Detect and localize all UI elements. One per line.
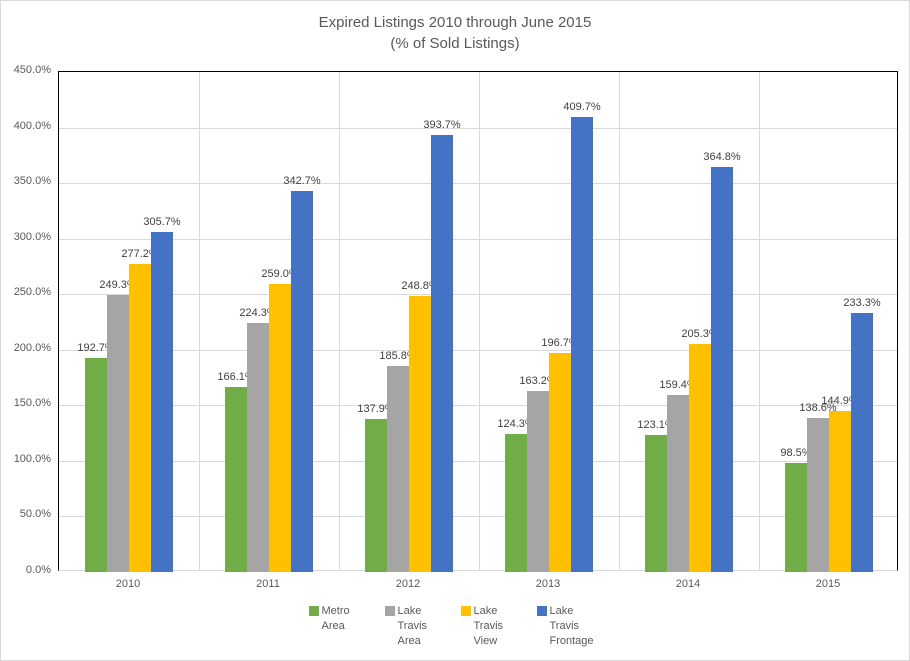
data-label-lake-travis-frontage-2011: 342.7% xyxy=(283,175,321,188)
data-label-metro-area-2015: 98.5% xyxy=(780,446,812,459)
data-label-metro-area-2012: 137.9% xyxy=(357,402,395,415)
data-label-lake-travis-area-2013: 163.2% xyxy=(519,374,557,387)
legend-swatch-lake-travis-frontage xyxy=(536,606,547,616)
data-label-metro-area-2014: 123.1% xyxy=(637,419,675,432)
legend-item-lake-travis-area[interactable]: Lake Travis Area xyxy=(384,604,450,649)
data-label-lake-travis-view-2010: 277.2% xyxy=(121,248,159,260)
bar-lake-travis-frontage-2015[interactable] xyxy=(851,312,873,572)
bar-lake-travis-frontage-2014[interactable] xyxy=(711,166,733,572)
bar-lake-travis-view-2011[interactable] xyxy=(269,284,291,572)
bar-metro-area-2010[interactable] xyxy=(85,357,107,572)
gridline-vertical xyxy=(339,72,340,570)
gridline-horizontal xyxy=(59,461,897,462)
data-label-lake-travis-area-2011: 224.3% xyxy=(239,306,277,319)
x-axis-category-label: 2012 xyxy=(395,578,421,590)
data-label-lake-travis-frontage-2015: 233.3% xyxy=(843,296,881,309)
data-label-lake-travis-view-2013: 196.7% xyxy=(541,337,579,350)
x-axis-category-label: 2015 xyxy=(815,578,841,590)
data-label-lake-travis-view-2015: 144.9% xyxy=(821,395,859,407)
gridline-horizontal xyxy=(59,516,897,517)
y-axis-tick-label: 50.0% xyxy=(19,508,51,521)
bar-lake-travis-frontage-2010[interactable] xyxy=(151,232,173,572)
chart-title: Expired Listings 2010 through June 2015 … xyxy=(1,12,909,54)
bar-lake-travis-frontage-2013[interactable] xyxy=(571,116,593,572)
legend-label: Lake Travis View xyxy=(473,605,504,647)
legend-label: Metro Area xyxy=(321,605,350,632)
data-label-lake-travis-area-2012: 185.8% xyxy=(379,349,417,362)
gridline-horizontal xyxy=(59,239,897,240)
x-axis-category-label: 2014 xyxy=(675,578,701,590)
y-axis-tick-label: 200.0% xyxy=(13,341,51,354)
bar-lake-travis-area-2015[interactable] xyxy=(807,418,829,572)
y-axis-tick-label: 0.0% xyxy=(25,564,51,576)
data-label-metro-area-2011: 166.1% xyxy=(217,371,255,384)
y-axis-tick-label: 250.0% xyxy=(13,286,51,299)
gridline-horizontal xyxy=(59,294,897,295)
bar-lake-travis-view-2012[interactable] xyxy=(409,295,431,572)
bar-lake-travis-frontage-2011[interactable] xyxy=(291,191,313,572)
x-axis: 2010 2011 2012 2013 2014 2015 xyxy=(58,578,898,590)
legend-swatch-metro-area xyxy=(308,606,319,616)
y-axis-tick-label: 350.0% xyxy=(13,175,51,188)
gridline-vertical xyxy=(199,72,200,570)
data-label-lake-travis-view-2011: 259.0% xyxy=(261,268,299,281)
bar-lake-travis-view-2010[interactable] xyxy=(129,264,151,572)
x-axis-category-label: 2011 xyxy=(256,578,280,590)
legend-swatch-lake-travis-area xyxy=(384,606,395,616)
gridline-horizontal xyxy=(59,183,897,184)
gridline-vertical xyxy=(759,72,760,570)
data-label-lake-travis-view-2012: 248.8% xyxy=(401,279,439,292)
gridline-vertical xyxy=(619,72,620,570)
x-axis-category-label: 2010 xyxy=(115,578,141,590)
bar-lake-travis-area-2010[interactable] xyxy=(107,295,129,572)
legend-item-lake-travis-frontage[interactable]: Lake Travis Frontage xyxy=(536,604,602,649)
bar-metro-area-2012[interactable] xyxy=(365,418,387,572)
bar-metro-area-2013[interactable] xyxy=(505,433,527,572)
data-label-metro-area-2010: 192.7% xyxy=(77,341,115,354)
data-label-lake-travis-area-2014: 159.4% xyxy=(659,378,697,391)
y-axis-tick-label: 100.0% xyxy=(13,452,51,465)
bar-lake-travis-area-2014[interactable] xyxy=(667,394,689,572)
bar-metro-area-2015[interactable] xyxy=(785,462,807,572)
gridline-horizontal xyxy=(59,350,897,351)
legend-swatch-lake-travis-view xyxy=(460,606,471,616)
bar-lake-travis-view-2014[interactable] xyxy=(689,343,711,572)
data-label-lake-travis-frontage-2012: 393.7% xyxy=(423,118,461,131)
data-label-lake-travis-area-2015: 138.6% xyxy=(799,402,837,414)
plot-area: 192.7% 249.3% 277.2% 305.7% 166.1% 224.3% 259.… xyxy=(58,71,898,572)
gridline-horizontal xyxy=(59,405,897,406)
legend: Metro Area Lake Travis Area Lake Travis Vi… xyxy=(1,604,909,649)
bar-lake-travis-area-2012[interactable] xyxy=(387,365,409,572)
bar-lake-travis-view-2013[interactable] xyxy=(549,353,571,572)
chart-title-line-1: Expired Listings 2010 through June 2015 xyxy=(318,14,592,31)
x-axis-category-label: 2013 xyxy=(535,578,561,590)
gridline-vertical xyxy=(479,72,480,570)
y-axis-tick-label: 450.0% xyxy=(13,64,51,76)
bar-lake-travis-area-2013[interactable] xyxy=(527,390,549,572)
data-label-lake-travis-area-2010: 249.3% xyxy=(99,279,137,291)
y-axis-tick-label: 300.0% xyxy=(13,230,51,243)
bar-lake-travis-view-2015[interactable] xyxy=(829,411,851,572)
y-axis: 450.0% 400.0% 350.0% 300.0% 250.0% 200.0% 150.… xyxy=(1,1,51,661)
bar-metro-area-2014[interactable] xyxy=(645,435,667,572)
legend-label: Lake Travis Area xyxy=(397,605,428,647)
bar-lake-travis-area-2011[interactable] xyxy=(247,322,269,572)
data-label-lake-travis-frontage-2013: 409.7% xyxy=(563,100,601,113)
data-label-lake-travis-frontage-2014: 364.8% xyxy=(703,150,741,163)
y-axis-tick-label: 400.0% xyxy=(13,119,51,132)
bar-metro-area-2011[interactable] xyxy=(225,387,247,572)
y-axis-tick-label: 150.0% xyxy=(13,397,51,410)
data-label-lake-travis-frontage-2010: 305.7% xyxy=(143,216,181,229)
chart-title-line-2: (% of Sold Listings) xyxy=(390,35,520,52)
legend-item-metro-area[interactable]: Metro Area xyxy=(308,604,374,634)
gridline-horizontal xyxy=(59,128,897,129)
legend-label: Lake Travis Frontage xyxy=(549,605,594,647)
bar-lake-travis-frontage-2012[interactable] xyxy=(431,134,453,572)
data-label-metro-area-2013: 124.3% xyxy=(497,417,535,430)
data-label-lake-travis-view-2014: 205.3% xyxy=(681,327,719,340)
legend-item-lake-travis-view[interactable]: Lake Travis View xyxy=(460,604,526,649)
